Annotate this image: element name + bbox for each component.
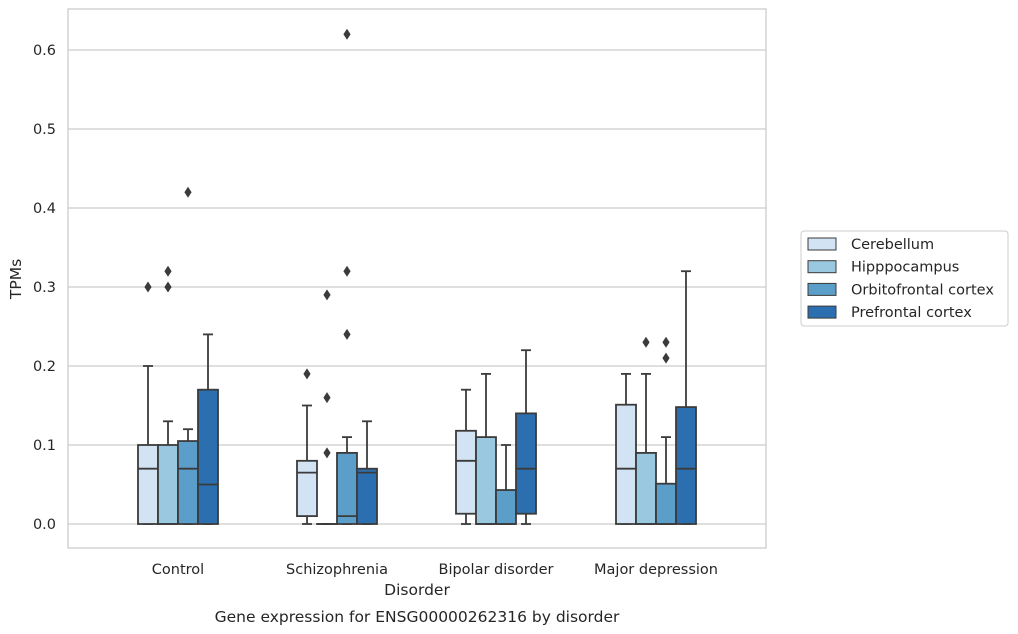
y-tick-label: 0.3 <box>33 280 56 296</box>
box-plot-element <box>655 336 677 525</box>
legend-swatch <box>807 260 837 274</box>
box-plot-element <box>495 444 517 525</box>
outlier-point <box>343 28 351 40</box>
outlier-point <box>662 336 670 348</box>
legend-label: Hipppocampus <box>851 260 959 276</box>
y-tick-label: 0.2 <box>33 359 56 375</box>
outlier-point <box>303 368 311 380</box>
box-plot-element <box>336 28 358 525</box>
series-hipppocampus <box>157 265 657 525</box>
x-tick-label: Bipolar disorder <box>439 562 554 578</box>
y-tick-label: 0.0 <box>33 517 56 533</box>
y-tick-label: 0.4 <box>33 201 56 217</box>
box-iqr <box>475 436 497 525</box>
box-iqr <box>495 489 517 525</box>
y-axis-title: TPMs <box>7 259 25 300</box>
x-axis-title: Disorder <box>384 581 450 599</box>
outlier-point <box>642 336 650 348</box>
series-prefrontal-cortex <box>197 270 697 525</box>
box-iqr <box>137 444 159 525</box>
box-iqr <box>655 482 677 525</box>
legend-frame <box>800 230 1009 327</box>
box-plot-element <box>296 368 318 525</box>
legend-swatch <box>807 237 837 251</box>
y-tick-label: 0.6 <box>33 43 56 59</box>
outlier-point <box>144 281 152 293</box>
outlier-point <box>164 265 172 277</box>
box-iqr <box>197 388 219 525</box>
y-axis-ticks: 0.0 0.1 0.2 0.3 0.4 0.5 0.6 <box>33 43 56 533</box>
x-tick-label: Control <box>152 562 204 578</box>
outlier-point <box>323 447 331 459</box>
series-orbitofrontal-cortex <box>177 28 677 525</box>
legend-swatch <box>807 305 837 319</box>
box-iqr <box>675 406 697 525</box>
box-plot-element <box>177 186 199 525</box>
outlier-point <box>184 186 192 198</box>
box-plot-element <box>635 336 657 525</box>
y-tick-label: 0.1 <box>33 438 56 454</box>
box-iqr <box>296 459 318 517</box>
box-plot-element <box>455 388 477 525</box>
legend-label: Cerebellum <box>851 237 934 253</box>
outlier-point <box>164 281 172 293</box>
outlier-point <box>343 328 351 340</box>
chart-caption: Gene expression for ENSG00000262316 by d… <box>215 608 620 626</box>
legend-items: Cerebellum Hipppocampus Orbitofrontal cort… <box>807 237 994 321</box>
box-plot-element <box>475 372 497 525</box>
box-plot-element <box>137 281 159 525</box>
box-plot-element <box>615 372 637 525</box>
box-iqr <box>336 451 358 525</box>
box-iqr <box>157 444 179 525</box>
outlier-point <box>323 289 331 301</box>
box-plot-series <box>137 28 697 525</box>
outlier-point <box>323 392 331 404</box>
outlier-point <box>662 352 670 364</box>
x-tick-label: Major depression <box>594 562 718 578</box>
box-plot-element <box>515 349 537 525</box>
box-plot-element <box>157 265 179 525</box>
box-plot-element <box>356 420 378 525</box>
y-tick-label: 0.5 <box>33 122 56 138</box>
legend-label: Prefrontal cortex <box>851 305 972 321</box>
plot-area-frame <box>67 8 767 549</box>
legend-label: Orbitofrontal cortex <box>851 282 994 298</box>
x-tick-label: Schizophrenia <box>286 562 388 578</box>
series-cerebellum <box>137 281 637 525</box>
box-iqr <box>177 440 199 525</box>
box-iqr <box>615 403 637 525</box>
legend: Cerebellum Hipppocampus Orbitofrontal cort… <box>800 230 1009 327</box>
box-iqr <box>356 467 378 525</box>
box-plot-element <box>197 333 219 525</box>
box-plot-element <box>316 289 338 525</box>
outlier-point <box>343 265 351 277</box>
box-plot-element <box>675 270 697 525</box>
legend-swatch <box>807 282 837 296</box>
box-iqr <box>515 412 537 515</box>
box-iqr <box>635 451 657 525</box>
box-iqr <box>455 429 477 515</box>
x-axis-ticks: Control Schizophrenia Bipolar disorder Majo… <box>152 562 718 578</box>
